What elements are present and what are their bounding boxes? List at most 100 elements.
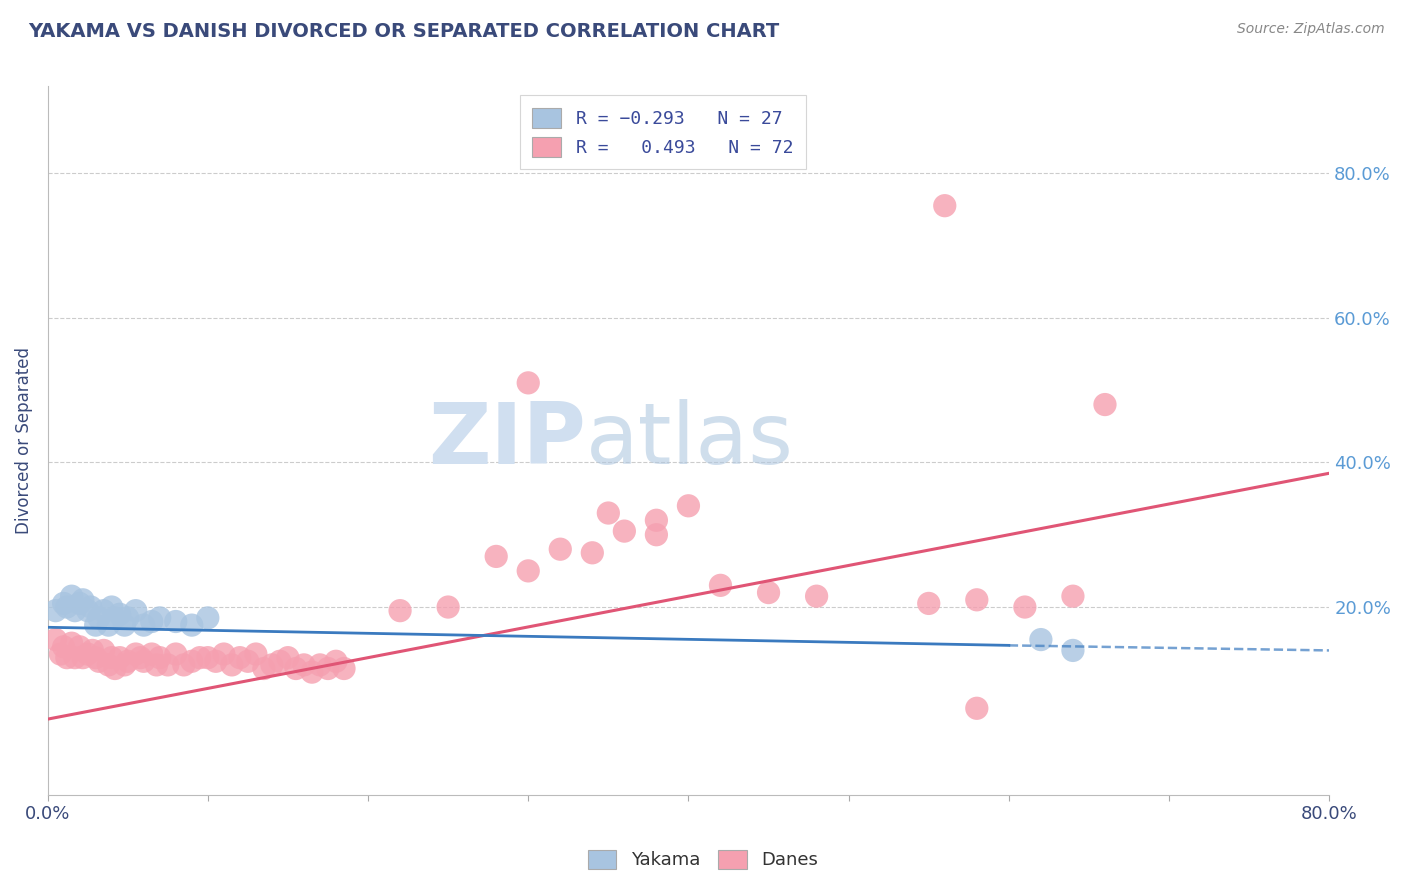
- Point: [284, 661, 307, 675]
- Point: [45, 632, 67, 647]
- Point: [82, 643, 104, 657]
- Point: [806, 589, 828, 603]
- Point: [180, 654, 202, 668]
- Point: [598, 506, 620, 520]
- Point: [63, 650, 86, 665]
- Point: [236, 654, 259, 668]
- Point: [437, 600, 460, 615]
- Point: [63, 604, 86, 618]
- Point: [60, 589, 83, 603]
- Point: [548, 542, 571, 557]
- Point: [141, 615, 163, 629]
- Point: [149, 650, 172, 665]
- Point: [613, 524, 636, 538]
- Point: [87, 611, 110, 625]
- Point: [229, 650, 252, 665]
- Point: [758, 585, 780, 599]
- Point: [145, 657, 167, 672]
- Point: [325, 654, 347, 668]
- Point: [56, 650, 79, 665]
- Point: [125, 647, 148, 661]
- Point: [316, 661, 339, 675]
- Point: [52, 640, 75, 654]
- Point: [97, 618, 120, 632]
- Point: [141, 647, 163, 661]
- Point: [389, 604, 412, 618]
- Point: [517, 376, 540, 390]
- Point: [1029, 632, 1052, 647]
- Point: [165, 615, 187, 629]
- Point: [56, 600, 79, 615]
- Point: [149, 611, 172, 625]
- Point: [581, 546, 603, 560]
- Point: [49, 647, 72, 661]
- Point: [645, 513, 668, 527]
- Point: [918, 596, 941, 610]
- Point: [72, 592, 94, 607]
- Point: [72, 650, 94, 665]
- Point: [966, 701, 988, 715]
- Point: [76, 647, 98, 661]
- Point: [205, 654, 228, 668]
- Point: [188, 650, 211, 665]
- Point: [80, 600, 103, 615]
- Point: [132, 654, 155, 668]
- Point: [245, 647, 267, 661]
- Point: [104, 611, 127, 625]
- Point: [132, 618, 155, 632]
- Point: [197, 611, 219, 625]
- Point: [97, 657, 120, 672]
- Point: [173, 657, 195, 672]
- Point: [117, 611, 139, 625]
- Point: [52, 596, 75, 610]
- Point: [180, 618, 202, 632]
- Point: [45, 604, 67, 618]
- Y-axis label: Divorced or Separated: Divorced or Separated: [15, 347, 32, 534]
- Point: [129, 650, 152, 665]
- Point: [114, 657, 136, 672]
- Point: [100, 600, 122, 615]
- Point: [1014, 600, 1036, 615]
- Point: [1094, 398, 1116, 412]
- Point: [269, 654, 291, 668]
- Point: [253, 661, 276, 675]
- Point: [69, 596, 91, 610]
- Text: Source: ZipAtlas.com: Source: ZipAtlas.com: [1237, 22, 1385, 37]
- Point: [309, 657, 332, 672]
- Point: [221, 657, 243, 672]
- Text: ZIP: ZIP: [429, 400, 586, 483]
- Point: [84, 650, 107, 665]
- Point: [301, 665, 323, 680]
- Point: [485, 549, 508, 564]
- Point: [260, 657, 283, 672]
- Point: [108, 650, 131, 665]
- Point: [165, 647, 187, 661]
- Point: [156, 657, 179, 672]
- Legend: R = −0.293   N = 27, R =   0.493   N = 72: R = −0.293 N = 27, R = 0.493 N = 72: [520, 95, 806, 169]
- Point: [709, 578, 731, 592]
- Point: [87, 654, 110, 668]
- Legend: Yakama, Danes: Yakama, Danes: [578, 840, 828, 879]
- Point: [517, 564, 540, 578]
- Point: [966, 592, 988, 607]
- Point: [1062, 589, 1084, 603]
- Point: [292, 657, 315, 672]
- Point: [212, 647, 235, 661]
- Text: YAKAMA VS DANISH DIVORCED OR SEPARATED CORRELATION CHART: YAKAMA VS DANISH DIVORCED OR SEPARATED C…: [28, 22, 779, 41]
- Point: [114, 618, 136, 632]
- Point: [645, 527, 668, 541]
- Point: [76, 604, 98, 618]
- Point: [678, 499, 700, 513]
- Point: [100, 650, 122, 665]
- Point: [69, 640, 91, 654]
- Point: [934, 199, 956, 213]
- Point: [277, 650, 299, 665]
- Point: [93, 643, 115, 657]
- Point: [108, 607, 131, 622]
- Point: [197, 650, 219, 665]
- Point: [60, 636, 83, 650]
- Point: [117, 654, 139, 668]
- Point: [93, 604, 115, 618]
- Point: [84, 618, 107, 632]
- Point: [125, 604, 148, 618]
